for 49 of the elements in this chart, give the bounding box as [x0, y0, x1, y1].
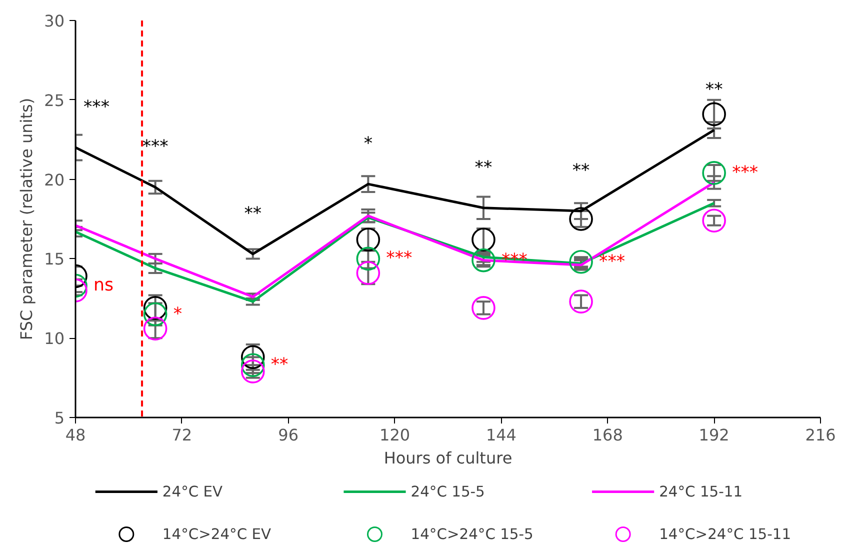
annotation: ***	[386, 248, 413, 269]
x-tick-label: 216	[805, 426, 836, 444]
y-tick-label: 10	[44, 329, 64, 348]
x-tick-label: 192	[698, 426, 730, 444]
point	[356, 246, 380, 271]
line-series	[76, 181, 716, 298]
x-tick-label: 72	[172, 426, 192, 444]
annotation: **	[244, 204, 262, 224]
y-tick-label: 5	[54, 408, 65, 428]
annotation: **	[572, 161, 590, 182]
annotation: ***	[84, 98, 110, 118]
legend-label: 14°C>24°C EV	[162, 526, 272, 543]
annotation: *	[173, 304, 182, 324]
point	[702, 208, 726, 232]
annotation: ns	[94, 276, 114, 296]
legend-label: 24°C 15-5	[410, 483, 485, 500]
legend-label: 14°C>24°C 15-5	[410, 526, 534, 543]
x-axis-title: Hours of culture	[384, 448, 512, 468]
legend-label: 24°C 15-11	[659, 483, 743, 500]
annotation: **	[270, 355, 289, 376]
y-tick-label: 30	[44, 12, 64, 30]
y-axis-title: FSC parameter (relative units)	[17, 98, 36, 340]
annotation: ***	[142, 137, 169, 158]
point	[569, 207, 593, 231]
y-tick-label: 15	[44, 250, 64, 269]
x-tick-label: 96	[278, 426, 299, 444]
legend-label: 24°C EV	[162, 483, 223, 500]
x-tick-label: 48	[65, 426, 86, 444]
point	[240, 353, 265, 377]
point	[143, 302, 168, 326]
annotation: ***	[732, 162, 758, 183]
annotation: *	[364, 134, 373, 154]
y-tick-label: 20	[44, 170, 64, 190]
point	[472, 248, 496, 272]
point	[356, 261, 380, 285]
y-tick-label: 25	[44, 90, 64, 110]
point	[472, 296, 496, 320]
legend-label: 14°C>24°C 15-11	[659, 526, 792, 543]
point	[240, 360, 265, 384]
point	[569, 250, 593, 274]
point	[702, 161, 726, 185]
annotation: **	[705, 80, 724, 100]
point	[569, 290, 593, 314]
annotation: **	[474, 158, 492, 178]
point	[702, 102, 726, 126]
x-tick-label: 120	[380, 426, 410, 444]
x-tick-label: 168	[592, 426, 623, 444]
annotation: ***	[599, 252, 626, 272]
x-tick-label: 144	[486, 426, 516, 444]
